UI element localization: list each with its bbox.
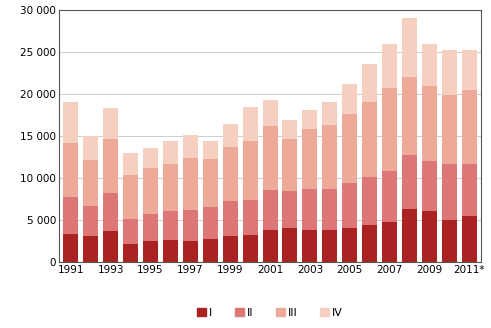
Bar	[263, 100, 277, 126]
Bar	[143, 148, 158, 168]
Bar	[163, 164, 178, 211]
Bar	[302, 110, 317, 129]
Bar	[402, 77, 417, 154]
Bar	[163, 240, 178, 262]
Bar	[243, 108, 258, 141]
Bar	[402, 209, 417, 262]
Bar	[342, 183, 357, 228]
Bar	[302, 189, 317, 230]
Legend: I, II, III, IV: I, II, III, IV	[192, 303, 348, 322]
Bar	[322, 230, 337, 262]
Bar	[143, 240, 158, 262]
Bar	[83, 160, 98, 206]
Bar	[282, 228, 298, 262]
Bar	[362, 177, 377, 225]
Bar	[143, 168, 158, 215]
Bar	[442, 50, 457, 95]
Bar	[183, 240, 198, 262]
Bar	[223, 236, 238, 262]
Bar	[462, 216, 477, 262]
Bar	[103, 231, 118, 262]
Bar	[282, 120, 298, 139]
Bar	[243, 236, 258, 262]
Bar	[263, 230, 277, 262]
Bar	[63, 102, 79, 143]
Bar	[362, 225, 377, 262]
Bar	[163, 141, 178, 164]
Bar	[83, 236, 98, 262]
Bar	[302, 230, 317, 262]
Bar	[362, 102, 377, 177]
Bar	[422, 44, 437, 87]
Bar	[63, 197, 79, 234]
Bar	[282, 139, 298, 191]
Bar	[223, 124, 238, 147]
Bar	[223, 147, 238, 201]
Bar	[422, 87, 437, 160]
Bar	[382, 222, 397, 262]
Bar	[462, 164, 477, 216]
Bar	[282, 191, 298, 228]
Bar	[183, 210, 198, 240]
Bar	[362, 64, 377, 102]
Bar	[123, 219, 138, 244]
Bar	[223, 201, 238, 236]
Bar	[382, 44, 397, 88]
Bar	[382, 88, 397, 171]
Bar	[442, 220, 457, 262]
Bar	[263, 190, 277, 230]
Bar	[382, 171, 397, 222]
Bar	[103, 194, 118, 231]
Bar	[422, 160, 437, 211]
Bar	[63, 234, 79, 262]
Bar	[203, 141, 218, 159]
Bar	[243, 141, 258, 200]
Bar	[243, 200, 258, 236]
Bar	[342, 84, 357, 114]
Bar	[83, 136, 98, 160]
Bar	[263, 126, 277, 190]
Bar	[462, 90, 477, 164]
Bar	[143, 215, 158, 240]
Bar	[203, 159, 218, 207]
Bar	[83, 206, 98, 236]
Bar	[123, 175, 138, 219]
Bar	[322, 189, 337, 230]
Bar	[402, 18, 417, 77]
Bar	[402, 154, 417, 209]
Bar	[302, 129, 317, 189]
Bar	[422, 211, 437, 262]
Bar	[123, 153, 138, 175]
Bar	[203, 239, 218, 262]
Bar	[183, 158, 198, 210]
Bar	[203, 207, 218, 239]
Bar	[342, 114, 357, 183]
Bar	[103, 108, 118, 139]
Bar	[163, 211, 178, 240]
Bar	[342, 228, 357, 262]
Bar	[63, 143, 79, 197]
Bar	[322, 125, 337, 189]
Bar	[123, 244, 138, 262]
Bar	[442, 95, 457, 164]
Bar	[442, 164, 457, 220]
Bar	[462, 50, 477, 90]
Bar	[322, 102, 337, 125]
Bar	[183, 135, 198, 158]
Bar	[103, 139, 118, 194]
